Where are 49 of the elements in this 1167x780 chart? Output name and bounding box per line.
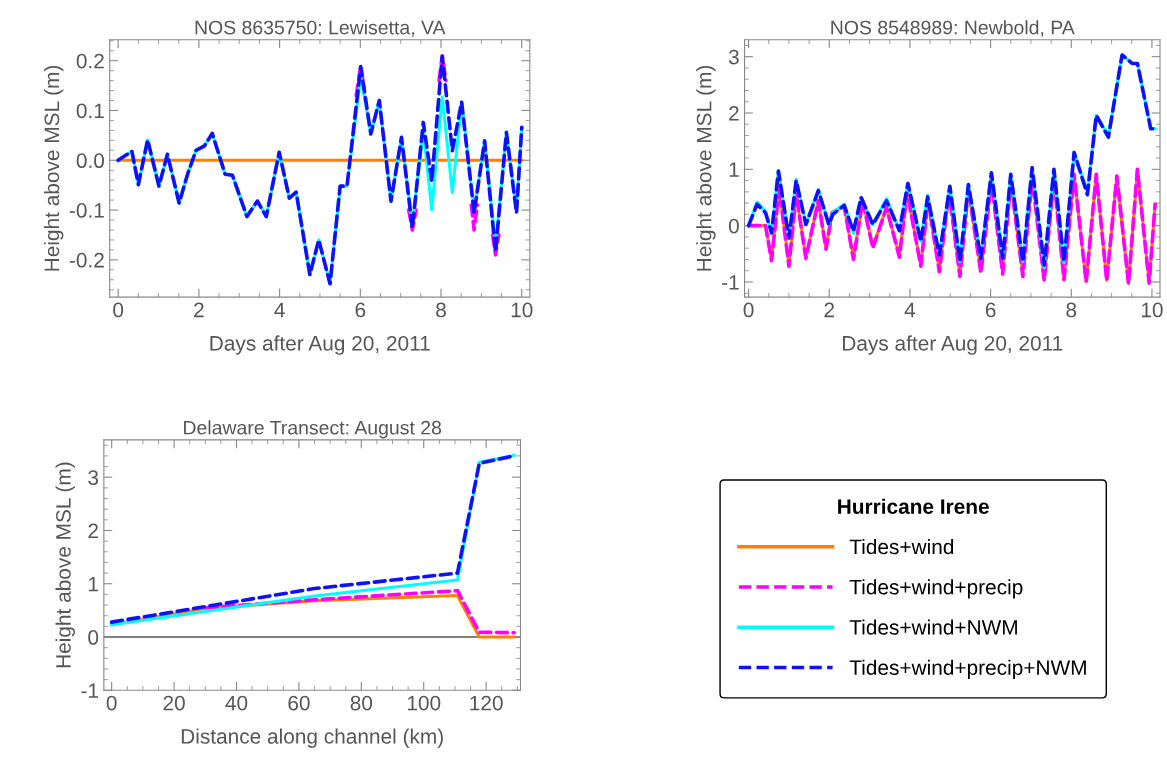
x-axis-title: Days after Aug 20, 2011 (210, 335, 430, 355)
y-tick-label: -1 (722, 275, 739, 290)
x-tick-label: 80 (350, 695, 373, 711)
y-tick-label: 1 (89, 576, 98, 592)
legend-title: Hurricane Irene (838, 498, 989, 514)
x-tick-label: 4 (274, 302, 285, 318)
x-tick-label: 2 (194, 302, 204, 318)
x-tick-label: 4 (904, 302, 916, 318)
x-tick-label: 100 (407, 695, 441, 711)
chart-title: NOS 8635750: Lewisetta, VA (195, 20, 446, 37)
y-tick-label: 1 (729, 162, 739, 177)
y-tick-label: 3 (728, 49, 739, 65)
chart-title: Delaware Transect: August 28 (184, 420, 442, 439)
line-series (204, 588, 517, 635)
legend-label: Tides+wind (849, 538, 954, 555)
legend-label: Tides+wind+NWM (849, 619, 1017, 635)
x-tick-label: 6 (355, 302, 366, 318)
x-tick-label: 8 (436, 302, 446, 318)
y-tick-label: -0.1 (69, 203, 104, 218)
x-tick-label: 0 (743, 302, 754, 318)
y-tick-label: 2 (729, 106, 739, 121)
x-tick-label: 0 (113, 302, 124, 318)
y-tick-label: 0.0 (76, 153, 105, 169)
x-tick-label: 8 (1066, 302, 1077, 318)
x-tick-label: 0 (106, 695, 117, 711)
y-tick-label: 0.1 (76, 103, 104, 119)
y-tick-label: 0 (88, 630, 99, 645)
x-tick-label: 10 (511, 302, 533, 318)
y-tick-label: 3 (88, 470, 99, 485)
y-tick-label: 2 (88, 523, 98, 539)
y-tick-label: 0.2 (76, 53, 104, 69)
y-axis-title: Height above MSL (m) (696, 65, 716, 271)
legend-label: Tides+wind+precip+NWM (849, 659, 1086, 680)
y-axis-title: Height above MSL (m) (43, 65, 64, 271)
x-tick-label: 10 (1141, 302, 1163, 318)
x-tick-label: 6 (985, 302, 996, 318)
legend-label: Tides+wind+precip (849, 579, 1023, 599)
y-tick-label: -1 (81, 683, 98, 698)
y-axis-title: Height above MSL (m) (55, 462, 75, 668)
x-tick-label: 60 (288, 695, 310, 711)
x-tick-label: 2 (824, 302, 834, 318)
x-axis-title: Distance along channel (km) (181, 728, 443, 748)
x-tick-label: 120 (470, 695, 503, 711)
y-tick-label: -0.2 (69, 252, 104, 268)
y-tick-label: 0 (728, 218, 739, 234)
chart-title: NOS 8548989: Newbold, PA (831, 20, 1075, 37)
x-tick-label: 20 (163, 695, 185, 711)
x-tick-label: 40 (225, 695, 248, 711)
x-axis-title: Days after Aug 20, 2011 (842, 335, 1063, 355)
